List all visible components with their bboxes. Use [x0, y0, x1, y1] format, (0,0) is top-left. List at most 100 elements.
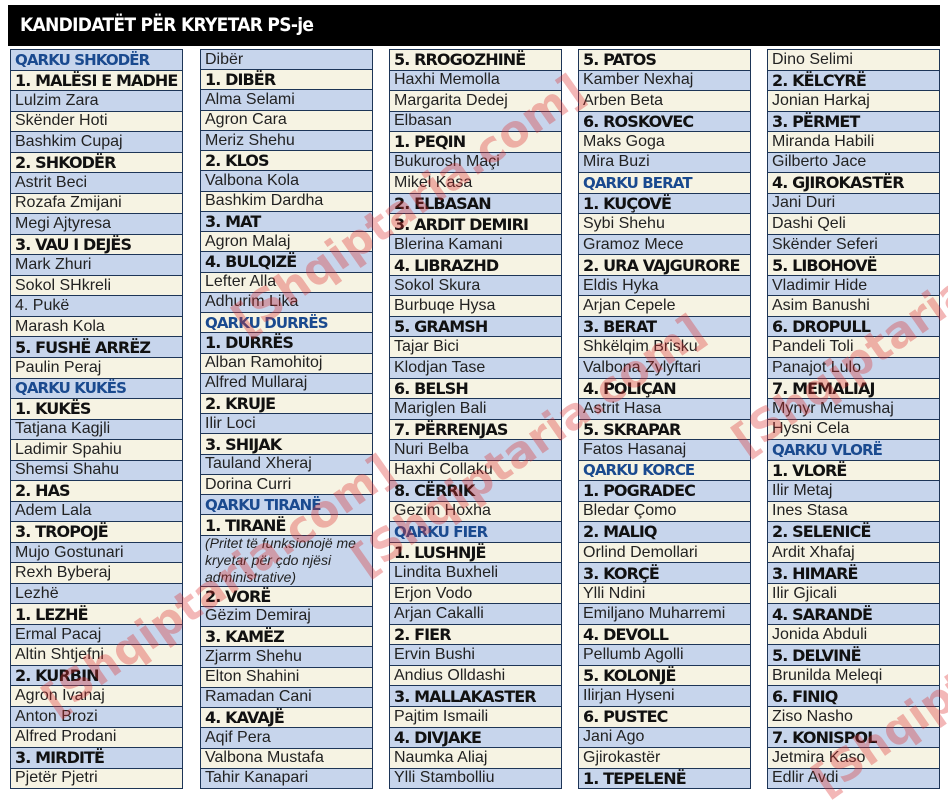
candidate-name: Dashi Qeli — [767, 214, 940, 235]
candidate-name: Gilberto Jace — [767, 152, 940, 174]
municipality-header: 2. KURBIN — [10, 665, 183, 687]
municipality-header: 2. FIER — [389, 624, 562, 646]
municipality-header: 4. GJIROKASTËR — [767, 173, 940, 194]
municipality-header: 3. TROPOJË — [10, 522, 183, 543]
municipality-header: 1. LEZHË — [10, 604, 183, 625]
page-title: KANDIDATËT PËR KRYETAR PS-je — [20, 14, 314, 36]
candidate-name: Kamber Nexhaj — [578, 70, 751, 92]
candidate-name: Skënder Seferi — [767, 234, 940, 256]
candidate-name: Mujo Gostunari — [10, 542, 183, 564]
municipality-header: 5. RROGOZHINË — [389, 49, 562, 71]
candidate-name: Adhurim Lika — [200, 292, 373, 314]
candidate-name: Valbona Kola — [200, 171, 373, 192]
municipality-header: 2. ELBASAN — [389, 193, 562, 215]
candidate-name: Gëzim Demiraj — [200, 606, 373, 628]
municipality-header: 4. SARANDË — [767, 604, 940, 625]
candidate-name: Mariglen Bali — [389, 399, 562, 420]
municipality-header: 1. TEPELENË — [578, 768, 751, 790]
municipality-header: 4. DIVJAKE — [389, 727, 562, 749]
candidate-name: Ramadan Cani — [200, 687, 373, 709]
candidate-name: Ilir Loci — [200, 414, 373, 435]
candidate-name: Arjan Cakalli — [389, 604, 562, 625]
candidate-name: Alfred Prodani — [10, 727, 183, 749]
municipality-header: 1. TIRANË — [200, 515, 373, 536]
municipality-header: 7. PËRRENJAS — [389, 419, 562, 441]
candidate-name: Valbona Zylyftari — [578, 357, 751, 379]
candidate-name: Erjon Vodo — [389, 583, 562, 605]
candidate-name: Klodjan Tase — [389, 357, 562, 379]
candidate-name: Emiljano Muharremi — [578, 604, 751, 625]
municipality-header: 1. POGRADEC — [578, 481, 751, 502]
candidate-name: Dorina Curri — [200, 474, 373, 496]
candidate-name: Megi Ajtyresa — [10, 214, 183, 235]
candidate-name: Aqif Pera — [200, 728, 373, 749]
candidate-name: Astrit Beci — [10, 173, 183, 194]
municipality-header: 1. MALËSI E MADHE — [10, 70, 183, 92]
municipality-header: 5. KOLONJË — [578, 665, 751, 687]
candidate-name: Marash Kola — [10, 316, 183, 338]
candidate-name: Naumka Aliaj — [389, 748, 562, 769]
column-3: 5. RROGOZHINË Haxhi Memolla Margarita Dede… — [389, 49, 562, 790]
candidate-name: Vladimir Hide — [767, 275, 940, 297]
candidate-name: Tauland Xheraj — [200, 454, 373, 475]
candidate-name: Ziso Nasho — [767, 707, 940, 728]
candidate-name: Arjan Cepele — [578, 296, 751, 317]
candidate-name: Ylli Stambolliu — [389, 768, 562, 790]
region-header: QARKU VLORË — [767, 440, 940, 461]
candidate-name: Miranda Habili — [767, 132, 940, 153]
candidate-name: Agron Cara — [200, 110, 373, 131]
column-4: 5. PATOS Kamber Nexhaj Arben Beta 6. ROSKOV… — [578, 49, 751, 790]
municipality-header: 3. MAT — [200, 211, 373, 233]
municipality-header: 2. SELENICË — [767, 522, 940, 543]
candidate-name: Dino Selimi — [767, 49, 940, 71]
municipality-header: 5. SKRAPAR — [578, 419, 751, 441]
candidate-name: Ladimir Spahiu — [10, 440, 183, 461]
candidate-name: Tajar Bici — [389, 337, 562, 358]
candidate-name: Pellumb Agolli — [578, 645, 751, 666]
region-header: QARKU BERAT — [578, 173, 751, 194]
candidate-name: Jonian Harkaj — [767, 91, 940, 112]
candidate-name: Elbasan — [389, 111, 562, 133]
municipality-header: 1. KUÇOVË — [578, 193, 751, 215]
candidate-name: Tatjana Kagjli — [10, 419, 183, 441]
candidate-name: Sybi Shehu — [578, 214, 751, 235]
candidate-name: Rexh Byberaj — [10, 563, 183, 584]
candidate-name: Brunilda Meleqi — [767, 665, 940, 687]
region-header: QARKU SHKODËR — [10, 49, 183, 71]
municipality-header: 5. LIBOHOVË — [767, 255, 940, 276]
region-header: QARKU TIRANË — [200, 495, 373, 516]
candidate-name: Astrit Hasa — [578, 399, 751, 420]
candidate-name: Eldis Hyka — [578, 275, 751, 297]
candidate-name: Asim Banushi — [767, 296, 940, 317]
candidate-name: Blerina Kamani — [389, 234, 562, 256]
candidate-name: Ines Stasa — [767, 501, 940, 523]
municipality-header: 4. KAVAJË — [200, 708, 373, 729]
candidate-name: Alban Ramohitoj — [200, 353, 373, 374]
note: (Pritet të funksionojë me kryetar për çd… — [200, 535, 373, 587]
municipality-header: 6. PUSTEC — [578, 707, 751, 728]
candidate-name: Pjetër Pjetri — [10, 768, 183, 790]
candidate-name: Lulzim Zara — [10, 91, 183, 112]
municipality-header: 6. ROSKOVEC — [578, 111, 751, 133]
candidate-name: Jetmira Kaso — [767, 748, 940, 769]
municipality-header: 5. DELVINË — [767, 645, 940, 666]
candidate-name: Mikel Kasa — [389, 173, 562, 194]
column-5: Dino Selimi 2. KËLCYRË Jonian Harkaj 3. PËR… — [767, 49, 940, 790]
candidate-name: Rozafa Zmijani — [10, 193, 183, 215]
municipality-header: 3. MIRDITË — [10, 748, 183, 769]
candidate-name: Nuri Belba — [389, 440, 562, 461]
municipality-header: 4. POLIÇAN — [578, 378, 751, 400]
municipality-header: 4. LIBRAZHD — [389, 255, 562, 276]
municipality-header: 2. KLOS — [200, 151, 373, 172]
municipality-header: 1. VLORË — [767, 460, 940, 482]
candidate-name: Alfred Mullaraj — [200, 373, 373, 394]
candidate-name: Orlind Demollari — [578, 542, 751, 564]
candidate-name: Ermal Pacaj — [10, 624, 183, 646]
candidate-name: Anton Brozi — [10, 707, 183, 728]
candidate-name: Agron Malaj — [200, 232, 373, 253]
candidate-name: Jani Ago — [578, 727, 751, 749]
candidate-name: Mark Zhuri — [10, 255, 183, 276]
candidate-name: Valbona Mustafa — [200, 748, 373, 769]
candidate-name: Pandeli Toli — [767, 337, 940, 358]
municipality-header: 3. PËRMET — [767, 111, 940, 133]
